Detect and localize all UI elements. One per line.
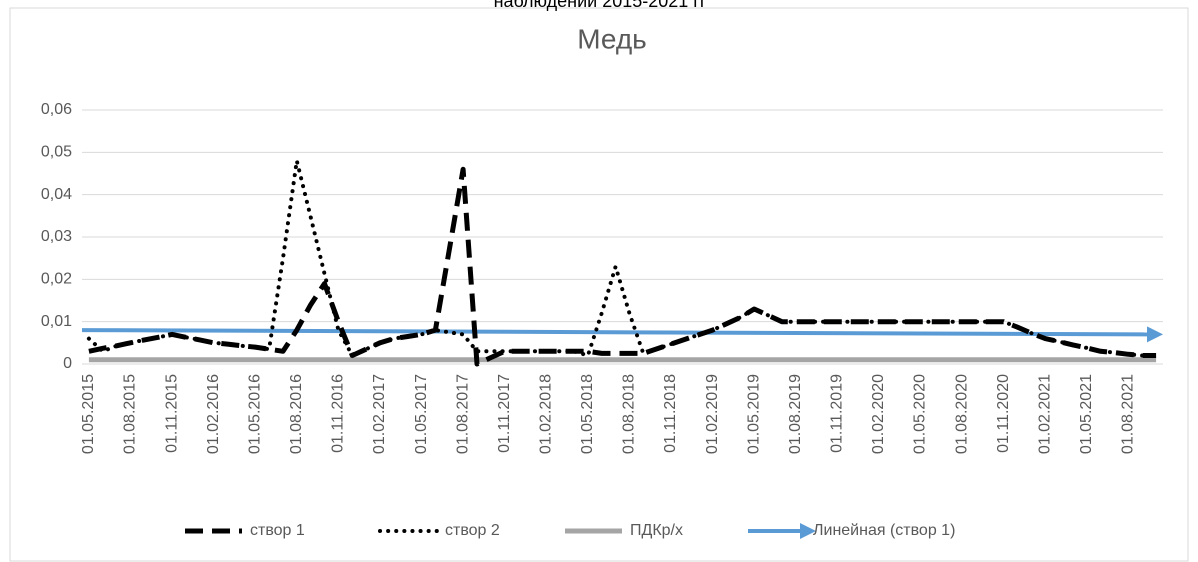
x-tick-label: 01.08.2019 <box>787 374 804 454</box>
chart-border <box>9 7 1189 562</box>
x-tick-label: 01.11.2019 <box>829 374 846 453</box>
legend-label: Линейная (створ 1) <box>813 522 955 539</box>
x-tick-label: 01.08.2018 <box>621 374 638 454</box>
x-tick-label: 01.05.2015 <box>80 374 97 454</box>
series-line <box>86 158 1159 358</box>
series-line <box>88 166 1157 367</box>
x-tick-label: 01.02.2017 <box>371 374 388 454</box>
x-tick-label: 01.05.2020 <box>912 374 929 454</box>
x-tick-label: 01.05.2016 <box>246 374 263 454</box>
y-tick-label: 0,04 <box>41 186 72 203</box>
y-tick-label: 0,02 <box>41 271 72 288</box>
chart-title: Медь <box>577 23 647 54</box>
legend-label: створ 2 <box>445 522 500 539</box>
x-tick-label: 01.08.2017 <box>454 374 471 454</box>
x-tick-label: 01.08.2021 <box>1120 374 1137 454</box>
x-tick-label: 01.05.2017 <box>413 374 430 454</box>
y-tick-label: 0,01 <box>41 313 72 330</box>
y-tick-label: 0,05 <box>41 144 72 161</box>
x-tick-label: 01.11.2018 <box>662 374 679 453</box>
y-tick-label: 0 <box>63 355 72 372</box>
x-tick-label: 01.02.2016 <box>205 374 222 454</box>
x-tick-label: 01.05.2019 <box>745 374 762 454</box>
x-tick-label: 01.05.2021 <box>1078 374 1095 454</box>
header: наблюдении 2015-2021 гг <box>494 0 707 11</box>
x-tick-label: 01.11.2015 <box>163 374 180 453</box>
x-tick-label: 01.11.2017 <box>496 374 513 453</box>
y-tick-label: 0,06 <box>41 101 72 118</box>
series-line <box>81 326 1163 343</box>
x-tick-label: 01.05.2018 <box>579 374 596 454</box>
x-tick-label: 01.08.2016 <box>288 374 305 454</box>
x-tick-label: 01.08.2020 <box>953 374 970 454</box>
legend-label: ПДКр/х <box>630 522 683 539</box>
y-tick-label: 0,03 <box>41 228 72 245</box>
x-tick-label: 01.02.2021 <box>1036 374 1053 454</box>
x-tick-label: 01.02.2018 <box>537 374 554 454</box>
x-tick-label: 01.02.2020 <box>870 374 887 454</box>
x-tick-label: 01.11.2016 <box>330 374 347 453</box>
legend-label: створ 1 <box>250 522 305 539</box>
x-tick-label: 01.08.2015 <box>122 374 139 454</box>
x-tick-label: 01.11.2020 <box>995 374 1012 453</box>
x-tick-label: 01.02.2019 <box>704 374 721 454</box>
